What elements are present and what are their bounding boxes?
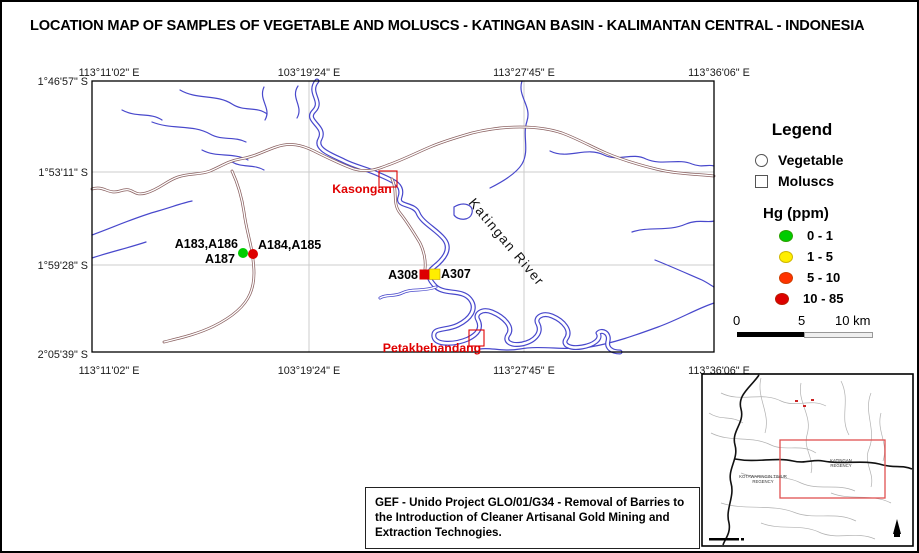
hg-class-label-2: 5 - 10 [807,270,841,285]
coord-left-4: 2°05'39" S [38,349,88,361]
sample-label-a307: A307 [441,267,471,281]
hg-class-label-3: 10 - 85 [803,291,844,306]
sample-label-a308: A308 [388,268,418,282]
petakbehandang-marker [468,329,485,347]
inset-region-labels: KATINGAN REGENCY KOTAWARINGIN TIMUR REGE… [739,458,852,484]
road-lines [90,125,716,344]
coord-left-2: 1°53'11" S [38,167,88,179]
sample-points [238,248,441,280]
coord-top-4: 113°36'06" E [688,67,750,79]
coordinate-labels: 113°11'02" E 103°19'24" E 113°27'45" E 1… [38,67,750,377]
hg-class-label-1: 1 - 5 [807,249,834,264]
kasongan-label: Kasongan [332,182,391,196]
vegetable-circle-icon [755,153,768,167]
coord-bottom-2: 103°19'24" E [278,365,340,377]
legend-row-vegetable: Vegetable [737,152,907,168]
inset-label-kotawaringin-1: KOTAWARINGIN TIMUR [739,474,787,479]
inset-settlement-marks [795,399,814,407]
kasongan-marker [378,170,398,188]
scale-segment-black [737,332,804,337]
inset-label-katingan-2: REGENCY [830,463,851,468]
hg-class-dot-green [779,229,793,242]
hg-class-row-3: 10 - 85 [737,291,907,306]
coord-bottom-3: 113°27'45" E [493,365,555,377]
coord-top-2: 103°19'24" E [278,67,340,79]
katingan-river-ribbon [309,78,623,355]
project-credit-box: GEF - Unido Project GLO/01/G34 - Removal… [365,487,700,550]
katingan-river-label: Katingan River [466,195,548,289]
coord-top-1: 113°11'02" E [79,67,140,79]
town-markers: Kasongan Petakbehandang [332,170,485,355]
hg-class-dot-red [775,292,789,305]
hg-class-row-2: 5 - 10 [737,270,907,285]
scale-5: 5 [798,313,806,328]
legend-row-moluscs: Moluscs [737,173,907,189]
inset-study-area-rect [779,439,886,499]
legend-panel: Legend Vegetable Moluscs Hg (ppm) 0 - 1 … [737,120,907,306]
scale-segment-light [804,332,873,338]
map-frame [91,80,715,353]
sample-label-a184-a185: A184,A185 [258,238,321,252]
hg-class-dot-yellow [779,250,793,263]
page-title: LOCATION MAP OF SAMPLES OF VEGETABLE AND… [30,18,865,34]
coord-top-3: 113°27'45" E [493,67,555,79]
scale-10: 10 km [835,313,871,328]
hg-class-row-0: 0 - 1 [737,228,907,243]
inset-boundary [722,374,913,546]
sample-point-vegetable-green [238,248,248,258]
petakbehandang-label: Petakbehandang [383,341,481,355]
graticule-grid [92,81,714,352]
sample-label-a187: A187 [205,252,235,266]
moluscs-square-icon [755,174,768,188]
project-credit-text: GEF - Unido Project GLO/01/G34 - Removal… [375,496,685,540]
vegetable-label: Vegetable [778,152,844,168]
inset-label-katingan-1: KATINGAN [830,458,852,463]
sample-labels: A183,A186 A184,A185 A187 A308 A307 [175,237,471,282]
stream-lines [91,80,715,351]
sample-point-molusc-yellow [429,268,441,280]
sample-point-vegetable-red [248,249,258,259]
inset-overview-map: KATINGAN REGENCY KOTAWARINGIN TIMUR REGE… [701,373,914,547]
legend-title: Legend [771,120,833,139]
inset-scale-mark [709,538,744,541]
hg-class-label-0: 0 - 1 [807,228,834,243]
sample-point-molusc-red [419,269,430,280]
scale-bar: 0 5 10 km [730,313,900,343]
sample-label-a183-a186: A183,A186 [175,237,238,251]
moluscs-label: Moluscs [778,173,835,189]
hg-class-row-1: 1 - 5 [737,249,907,264]
coord-left-3: 1°59'28" S [38,260,88,272]
coord-bottom-1: 113°11'02" E [79,365,140,377]
inset-north-symbol [893,519,901,537]
scale-0: 0 [733,313,741,328]
hg-ppm-title: Hg (ppm) [763,205,829,222]
inset-label-kotawaringin-2: REGENCY [752,479,773,484]
hg-class-dot-orange [779,271,793,284]
coord-left-1: 1°46'57" S [38,76,88,88]
